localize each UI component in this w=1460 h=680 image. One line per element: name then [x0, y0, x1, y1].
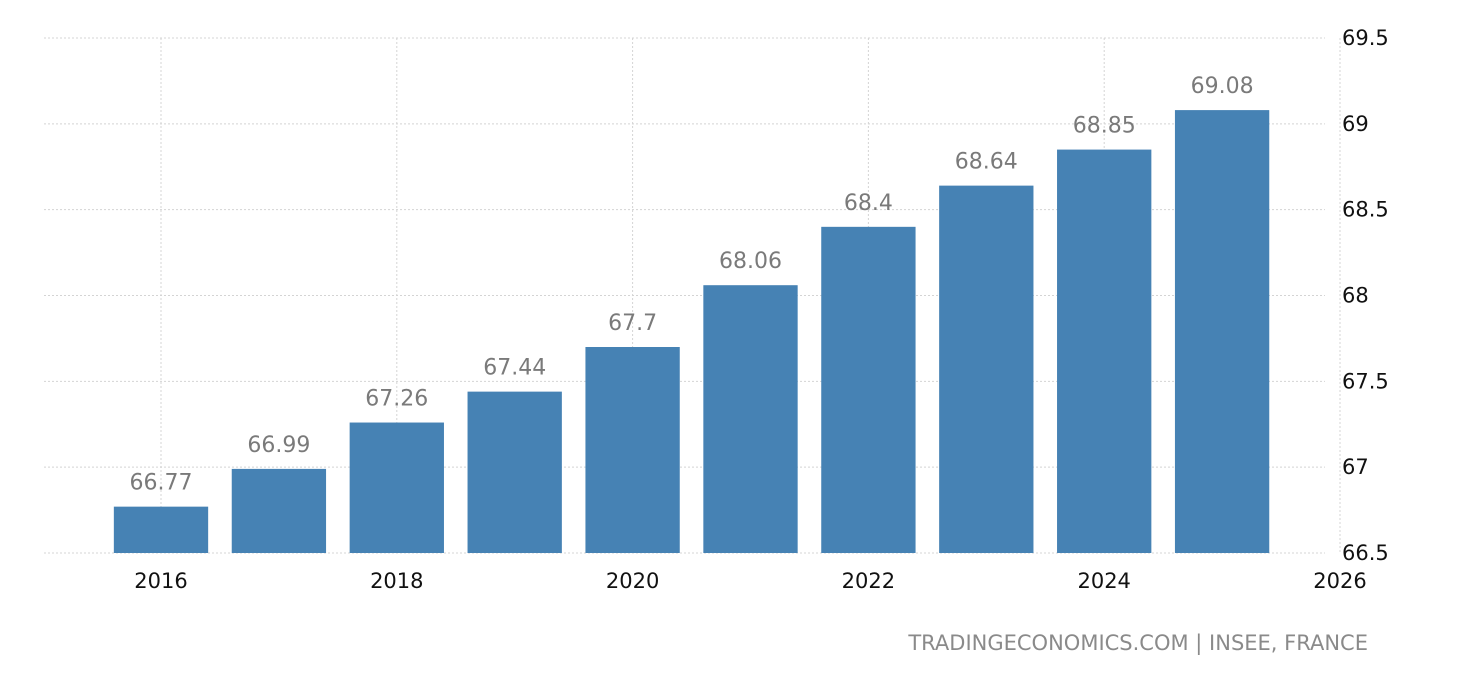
data-label-2023: 68.64 — [955, 150, 1018, 175]
data-label-2021: 68.06 — [719, 249, 782, 274]
y-tick-label-67: 67 — [1342, 455, 1369, 479]
data-label-2017: 66.99 — [247, 433, 310, 458]
bar-2018 — [349, 422, 444, 553]
bar-2023 — [939, 185, 1034, 553]
data-label-2022: 68.4 — [844, 191, 893, 216]
source-credit: TRADINGECONOMICS.COM | INSEE, FRANCE — [907, 631, 1368, 656]
y-tick-label-67.5: 67.5 — [1342, 369, 1389, 393]
x-tick-label-2018: 2018 — [370, 569, 423, 593]
data-labels: 66.77 66.99 67.26 67.44 67.7 68.06 68.4 68.64 68… — [130, 74, 1254, 496]
bar-2017 — [231, 468, 327, 553]
data-label-2020: 67.7 — [608, 311, 657, 336]
data-label-2025: 69.08 — [1191, 74, 1254, 99]
y-tick-label-68.5: 68.5 — [1342, 198, 1389, 222]
y-tick-label-69: 69 — [1342, 112, 1369, 136]
y-tick-label-69.5: 69.5 — [1342, 26, 1389, 50]
data-label-2019: 67.44 — [483, 356, 546, 381]
y-tick-label-68: 68 — [1342, 284, 1369, 308]
x-tick-label-2024: 2024 — [1077, 569, 1130, 593]
bar-2019 — [467, 391, 562, 553]
bar-2016 — [113, 506, 209, 553]
x-tick-label-2022: 2022 — [842, 569, 895, 593]
data-label-2016: 66.77 — [130, 471, 193, 496]
grid — [44, 37, 1341, 554]
bar-2020 — [585, 347, 680, 553]
bar-2022 — [821, 226, 916, 554]
bar-2024 — [1057, 149, 1152, 554]
data-label-2024: 68.85 — [1073, 114, 1136, 139]
bars — [113, 110, 1270, 554]
x-tick-label-2016: 2016 — [134, 569, 187, 593]
data-label-2018: 67.26 — [365, 387, 428, 412]
y-tick-label-66.5: 66.5 — [1342, 541, 1389, 565]
x-tick-label-2020: 2020 — [606, 569, 659, 593]
x-tick-label-2026: 2026 — [1313, 569, 1366, 593]
bar-2025 — [1174, 110, 1270, 553]
y-axis: 66.5 67 67.5 68 68.5 69 69.5 — [1342, 26, 1389, 565]
bar-2021 — [703, 285, 798, 553]
x-axis: 2016 2018 2020 2022 2024 2026 — [134, 569, 1366, 593]
